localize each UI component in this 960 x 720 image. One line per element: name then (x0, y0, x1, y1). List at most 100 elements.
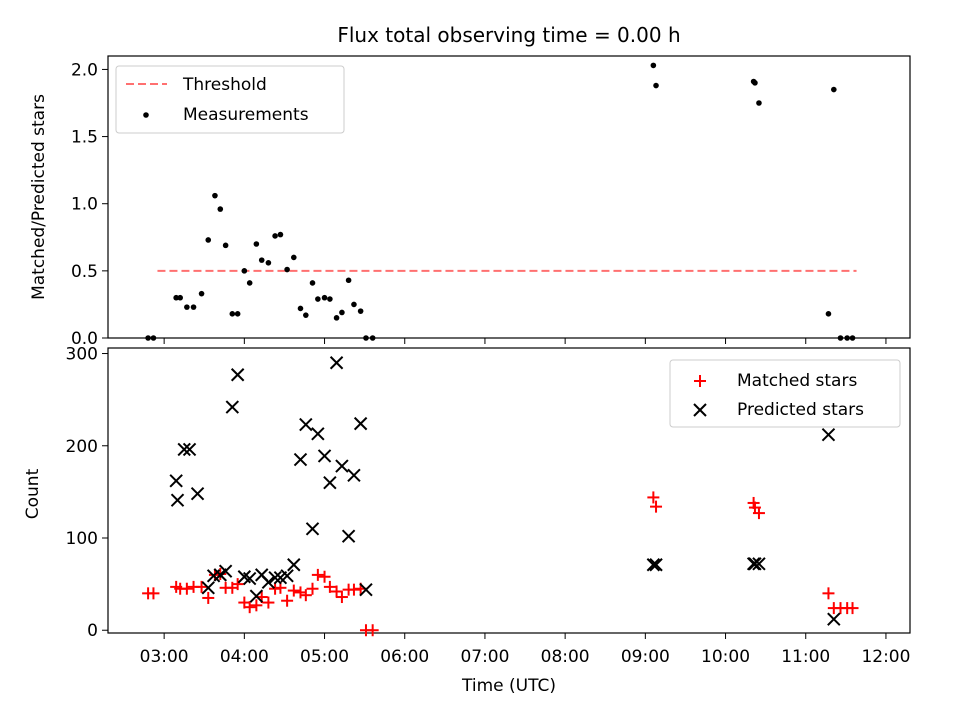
matched-star-point (250, 599, 263, 612)
counts-legend: Matched stars Predicted stars (669, 359, 901, 428)
matched-star-point (294, 586, 307, 599)
predicted-star-point-b (225, 400, 240, 414)
measurement-point (265, 260, 272, 266)
matched-star-point (822, 587, 835, 600)
predicted-legend-label: Predicted stars (737, 400, 864, 420)
matched-star-point (311, 568, 324, 581)
measurement-point (284, 266, 290, 273)
predicted-star-point-b (341, 529, 356, 543)
measurement-point (212, 192, 218, 199)
measurement-point (241, 268, 248, 274)
counts-y-label: Count (23, 468, 43, 519)
measurement-point (844, 335, 850, 341)
predicted-star-point-b (237, 570, 252, 584)
counts-y-tick-label: 0 (87, 621, 98, 641)
measurement-point (277, 231, 284, 238)
matched-star-point (650, 500, 663, 513)
predicted-star-point-b (170, 493, 185, 507)
predicted-star-point-b (177, 442, 191, 457)
matched-star-point (306, 582, 319, 595)
predicted-star-point (323, 475, 337, 490)
predicted-star-point-b (182, 442, 197, 457)
predicted-star-point-b (287, 558, 301, 572)
ratio-y-tick-label: 1.0 (71, 195, 98, 215)
ratio-panel: 0.0 0.5 1.0 1.5 2.0 Matched/Predicted stars (29, 55, 911, 349)
predicted-star-point-b (293, 452, 308, 467)
measurement-point (290, 254, 297, 261)
matched-star-point (318, 570, 331, 583)
matched-star-point (323, 580, 336, 593)
predicted-star-point-b (317, 449, 332, 463)
measurement-point (369, 335, 376, 341)
measurement-point (351, 301, 357, 308)
measurement-point (345, 277, 352, 284)
measurement-point (198, 290, 205, 297)
predicted-star-point (249, 589, 264, 603)
predicted-star-point-b (347, 468, 361, 482)
measurement-point (752, 80, 758, 86)
matched-star-point (281, 594, 294, 607)
measurements-legend-label: Measurements (183, 105, 309, 125)
measurement-point (150, 335, 157, 341)
measurement-point (258, 257, 265, 263)
counts-x-tick-label: 09:00 (621, 647, 670, 667)
measurement-point (184, 304, 190, 310)
predicted-star-point-b (305, 522, 320, 536)
measurement-point (234, 311, 241, 317)
measurement-point (756, 100, 762, 106)
predicted-star-point-b (323, 475, 337, 490)
predicted-star-point (305, 522, 320, 536)
predicted-star-point (649, 558, 663, 572)
measurement-point (190, 304, 197, 310)
measurement-point (339, 309, 345, 316)
matched-legend-label: Matched stars (737, 371, 857, 391)
measurement-point (173, 294, 179, 301)
counts-legend-frame (669, 359, 901, 428)
predicted-star-point (268, 570, 282, 585)
counts-y-tick-label: 200 (66, 437, 98, 457)
ratio-y-label: Matched/Predicted stars (29, 94, 49, 300)
matched-star-point (366, 624, 379, 637)
predicted-legend-swatch (693, 403, 707, 417)
measurement-point (315, 296, 321, 302)
predicted-star-point (359, 582, 373, 597)
matched-legend-swatch (694, 375, 706, 387)
matched-star-point (846, 602, 859, 615)
predicted-star-point-b (748, 557, 762, 571)
predicted-star-point (182, 442, 197, 457)
predicted-star-point (170, 493, 185, 507)
predicted-star-point (201, 581, 215, 595)
counts-x-tick-label: 03:00 (140, 647, 189, 667)
counts-x-tick-label: 05:00 (300, 647, 349, 667)
predicted-star-point-b (169, 474, 183, 488)
predicted-star-point (169, 474, 183, 488)
matched-star-point (335, 591, 348, 604)
measurement-point (205, 237, 212, 243)
matched-star-point (299, 589, 312, 602)
predicted-star-point (299, 417, 313, 432)
predicted-star-point-b (190, 487, 205, 501)
predicted-star-point (353, 416, 368, 431)
matched-star-point (262, 596, 275, 609)
predicted-star-point (335, 459, 349, 473)
matched-star-point (330, 585, 343, 598)
predicted-star-point-b (201, 581, 215, 595)
measurement-point (272, 233, 278, 239)
measurement-point (217, 206, 224, 212)
measurement-point (253, 241, 260, 247)
predicted-star-point-b (299, 417, 313, 432)
counts-x-tick-label: 06:00 (380, 647, 429, 667)
measurement-point (831, 86, 837, 93)
measurement-point (321, 294, 328, 301)
predicted-star-point (261, 575, 276, 589)
predicted-star-point-b (280, 569, 294, 583)
predicted-star-point-b (821, 427, 836, 442)
predicted-star-point (752, 557, 766, 571)
measurement-point (363, 335, 369, 341)
matched-star-point (243, 601, 256, 614)
measurement-point (145, 335, 151, 341)
predicted-star-point-b (649, 558, 663, 572)
predicted-star-point (280, 569, 294, 583)
ratio-plot-frame (107, 55, 911, 339)
